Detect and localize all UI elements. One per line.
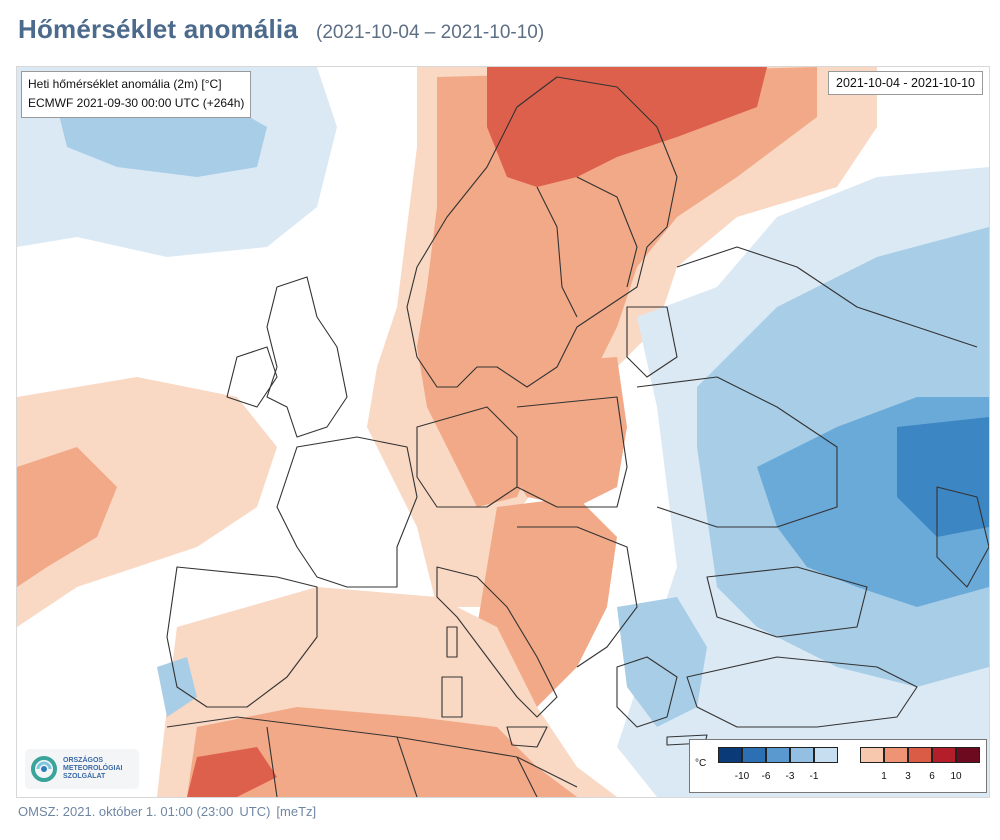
legend-tick-cold-3: -3 [785,771,795,782]
footer-credit: OMSZ: 2021. október 1. 01:00 (23:00 UTC) [… [18,804,322,819]
logo-line-3: SZOLGÁLAT [63,773,106,780]
date-range: (2021-10-04 – 2021-10-10) [316,22,545,43]
map-info-box: Heti hőmérséklet anomália (2m) [°C] ECMW… [21,71,252,118]
logo-line-2: METEOROLÓGIAI [63,765,123,772]
warm-region-north-africa [187,707,577,797]
warm-region-atlantic [17,377,277,627]
omsz-logo-text: ORSZÁGOS METEOROLÓGIAI SZOLGÁLAT [63,757,123,781]
legend-swatch-cold-3 [766,747,790,763]
warm-region-poland [487,357,627,507]
warm-region-lapland [487,67,767,187]
map-canvas [17,67,989,797]
legend-swatch-warm-1 [860,747,884,763]
caspian-outline [936,486,989,588]
legend-swatch-cold-2 [742,747,766,763]
legend-tick-cold-1: -10 [734,771,750,782]
france-outline [276,436,418,588]
legend-swatch-warm-4 [932,747,956,763]
warm-region-algeria-core [187,747,277,797]
footer-author: [meTz] [276,804,317,819]
footer-utc: UTC) [239,804,271,819]
legend-tick-warm-1: 1 [881,771,887,782]
period-label: 2021-10-04 - 2021-10-10 [828,71,983,95]
logo-line-1: ORSZÁGOS [63,757,104,764]
corsica [446,626,458,658]
iberia-outline [166,566,318,708]
russia-west [676,246,978,348]
omsz-logo-icon [31,756,57,782]
map-info-title: Heti hőmérséklet anomália (2m) [°C] [28,77,222,91]
legend-tick-cold-4: -1 [809,771,819,782]
legend-tick-warm-3: 6 [929,771,935,782]
ireland [226,346,278,408]
legend-unit: °C [695,758,707,769]
warm-region-adriatic [477,497,617,707]
poland-border [516,396,628,508]
legend-tick-warm-2: 3 [905,771,911,782]
anomaly-map: Heti hőmérséklet anomália (2m) [°C] ECMW… [16,66,990,798]
baltic-states [626,306,678,378]
legend-swatch-warm-2 [884,747,908,763]
belarus-ukraine [636,376,838,528]
omsz-logo: ORSZÁGOS METEOROLÓGIAI SZOLGÁLAT [25,749,139,789]
greece-outline [616,656,678,728]
legend-swatch-cold-4 [790,747,814,763]
legend-tick-cold-2: -6 [761,771,771,782]
color-legend: °C -10 -6 -3 -1 1 3 6 10 [689,739,987,793]
legend-swatch-cold-5 [814,747,838,763]
legend-swatch-warm-5 [956,747,980,763]
legend-tick-warm-4: 10 [950,771,962,782]
british-isles [266,276,348,438]
cold-region-greece [617,597,707,727]
map-info-model: ECMWF 2021-09-30 00:00 UTC (+264h) [28,96,245,110]
sicily [506,726,548,748]
germany-border [416,406,518,508]
cold-region-core [897,417,989,537]
black-sea [706,566,868,638]
italy-outline [436,566,558,718]
country-borders [166,76,989,797]
page-title: Hőmérséklet anomália [18,14,299,44]
balkans-border [517,526,638,668]
turkey-outline [686,656,918,728]
title-row: Hőmérséklet anomália (2021-10-04 – 2021-… [18,14,544,44]
warm-region-atlantic-core [17,447,117,587]
sardinia [441,676,463,718]
footer-source: OMSZ: 2021. október 1. 01:00 (23:00 [18,804,234,819]
legend-swatch-cold-1 [718,747,742,763]
north-africa-borders [266,726,538,797]
finland-border [576,176,638,288]
legend-swatch-warm-3 [908,747,932,763]
gulf-bothnia [536,186,578,318]
scandinavia-outline [406,76,678,388]
